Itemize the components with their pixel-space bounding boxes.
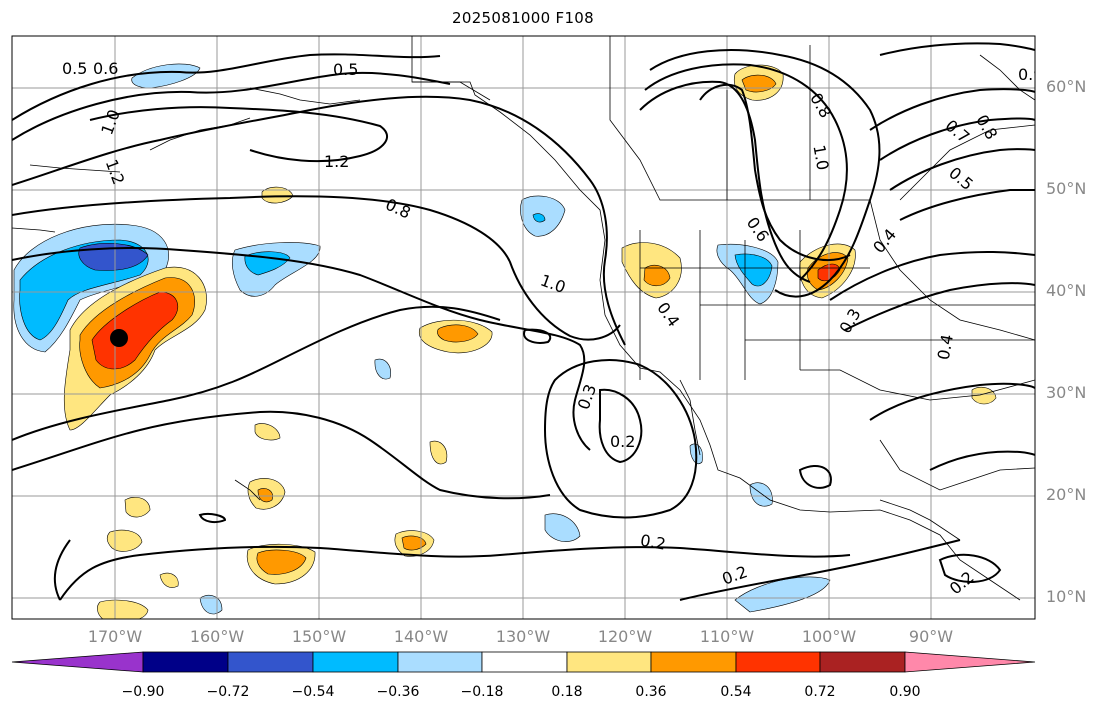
latitude-label: 60°N: [1046, 77, 1087, 96]
colorbar-tick-label: −0.54: [291, 684, 335, 700]
latitude-label: 10°N: [1046, 587, 1087, 606]
positive-anomaly-south-5: [97, 599, 149, 619]
negative-anomaly-107w-core: [734, 253, 773, 287]
longitude-label: 110°W: [699, 627, 755, 646]
colorbar-segment: [650, 651, 737, 673]
map-frame: [11, 35, 1036, 620]
negative-anomaly-150w-core: [244, 251, 291, 276]
longitude-label: 120°W: [597, 627, 653, 646]
longitude-label: 130°W: [495, 627, 551, 646]
colorbar-segment: [481, 651, 568, 673]
positive-anomaly-south-9: [159, 572, 179, 588]
latitude-label: 30°N: [1046, 383, 1087, 402]
colorbar-tick-label: 0.36: [635, 684, 667, 700]
positive-anomaly-south-4: [106, 529, 143, 552]
positive-anomaly-140w-core: [437, 324, 479, 343]
colorbar-segment: [397, 651, 483, 673]
contour-label: 0.2: [639, 531, 667, 554]
contour-label: 0.9: [1018, 65, 1043, 84]
contour-label: 0.4: [934, 333, 957, 361]
longitude-label: 160°W: [189, 627, 245, 646]
colorbar-tick-label: −0.36: [376, 684, 420, 700]
colorbar-tick-label: 0.90: [889, 684, 921, 700]
positive-anomaly-west-red: [91, 291, 179, 370]
positive-anomaly-south-1-core: [256, 549, 307, 575]
latitude-label: 20°N: [1046, 485, 1087, 504]
positive-anomaly-south-2-core: [401, 535, 427, 551]
colorbar-segment: [142, 651, 229, 673]
contour-label: 0.5: [333, 60, 358, 79]
colorbar: [11, 651, 1036, 673]
colorbar-segment: [819, 651, 906, 673]
positive-anomaly-south-10: [971, 386, 997, 405]
longitude-label: 140°W: [393, 627, 449, 646]
latitude-label: 50°N: [1046, 179, 1087, 198]
colorbar-tick-label: 0.72: [804, 684, 836, 700]
colorbar-extend-left: [11, 651, 144, 673]
positive-anomaly-south-8: [124, 497, 151, 518]
colorbar-segment: [566, 651, 652, 673]
negative-anomaly-south-2: [734, 576, 831, 613]
contour-label: 0.6: [93, 59, 118, 78]
chart-title: 2025081000 F108: [452, 9, 594, 27]
positive-anomaly-117w-core: [643, 265, 671, 287]
negative-anomaly-south-1: [544, 513, 581, 542]
colorbar-tick-label: −0.72: [206, 684, 250, 700]
longitude-label: 170°W: [87, 627, 143, 646]
longitude-label: 150°W: [291, 627, 347, 646]
contour-label: 0.2: [610, 432, 635, 451]
colorbar-segment: [735, 651, 821, 673]
colorbar-tick-label: 0.54: [720, 684, 752, 700]
colorbar-tick-label: 0.18: [551, 684, 583, 700]
positive-anomaly-south-7: [429, 440, 448, 465]
colorbar-tick-label: −0.90: [121, 684, 165, 700]
negative-anomaly-130w-core: [532, 213, 546, 223]
longitude-label: 90°W: [908, 627, 954, 646]
positive-anomaly-south-3-core: [257, 488, 273, 503]
negative-anomaly-south-3: [749, 482, 773, 507]
colorbar-extend-right: [904, 651, 1036, 673]
colorbar-segment: [227, 651, 314, 673]
positive-anomaly-south-6: [254, 423, 281, 441]
colorbar-segment: [312, 651, 399, 673]
negative-anomaly-west-deep: [78, 243, 149, 271]
coastlines: [12, 36, 1035, 601]
contour-label: 1.2: [324, 152, 349, 171]
negative-anomaly-north: [131, 63, 201, 89]
colorbar-tick-label: −0.18: [460, 684, 504, 700]
negative-anomaly-south-4: [374, 358, 391, 380]
storm-marker-dot: [110, 329, 128, 347]
contour-label: 0.5: [62, 59, 87, 78]
latitude-label: 40°N: [1046, 281, 1087, 300]
contour-lines: [12, 42, 1035, 601]
longitude-label: 100°W: [801, 627, 857, 646]
contour-label: 1.0: [809, 143, 832, 171]
